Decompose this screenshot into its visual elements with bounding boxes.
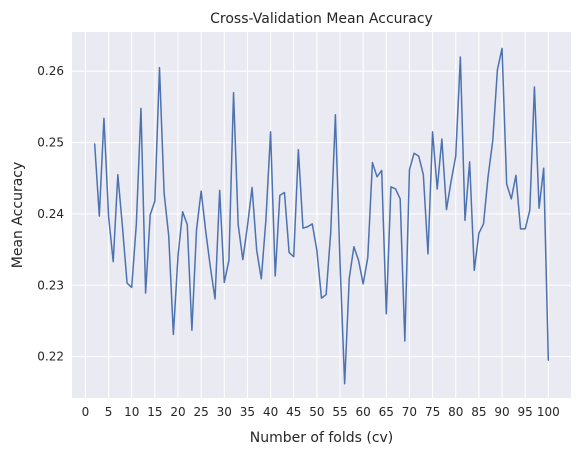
- x-tick-label: 0: [82, 405, 90, 419]
- x-tick-label: 85: [471, 405, 486, 419]
- x-tick-labels: 0 5 10 15 20 25 30 35 40 45 50 55 60 65 70 75 80 85 90 95 10…: [82, 405, 560, 419]
- x-tick-label: 80: [448, 405, 463, 419]
- x-tick-label: 40: [263, 405, 278, 419]
- y-tick-label: 0.23: [37, 278, 64, 292]
- x-axis-label: Number of folds (cv): [250, 430, 394, 446]
- y-axis-label: Mean Accuracy: [10, 162, 26, 269]
- x-tick-label: 75: [425, 405, 440, 419]
- x-tick-label: 30: [217, 405, 232, 419]
- chart-title: Cross-Validation Mean Accuracy: [210, 11, 433, 27]
- y-tick-label: 0.24: [37, 207, 64, 221]
- y-tick-labels: 0.22 0.23 0.24 0.25 0.26: [37, 64, 64, 363]
- x-tick-label: 35: [240, 405, 255, 419]
- x-tick-label: 50: [309, 405, 324, 419]
- x-tick-label: 10: [124, 405, 139, 419]
- y-tick-label: 0.22: [37, 350, 64, 364]
- x-tick-label: 95: [518, 405, 533, 419]
- y-tick-label: 0.25: [37, 136, 64, 150]
- x-tick-label: 100: [537, 405, 560, 419]
- x-tick-label: 70: [402, 405, 417, 419]
- x-tick-label: 5: [105, 405, 113, 419]
- y-tick-label: 0.26: [37, 64, 64, 78]
- x-tick-label: 25: [194, 405, 209, 419]
- series-line: [93, 47, 550, 385]
- x-tick-label: 55: [332, 405, 347, 419]
- x-tick-label: 45: [286, 405, 301, 419]
- x-tick-label: 20: [170, 405, 185, 419]
- x-tick-label: 90: [494, 405, 509, 419]
- x-tick-label: 65: [379, 405, 394, 419]
- x-tick-label: 60: [356, 405, 371, 419]
- grid-lines: [72, 32, 571, 398]
- x-tick-label: 15: [147, 405, 162, 419]
